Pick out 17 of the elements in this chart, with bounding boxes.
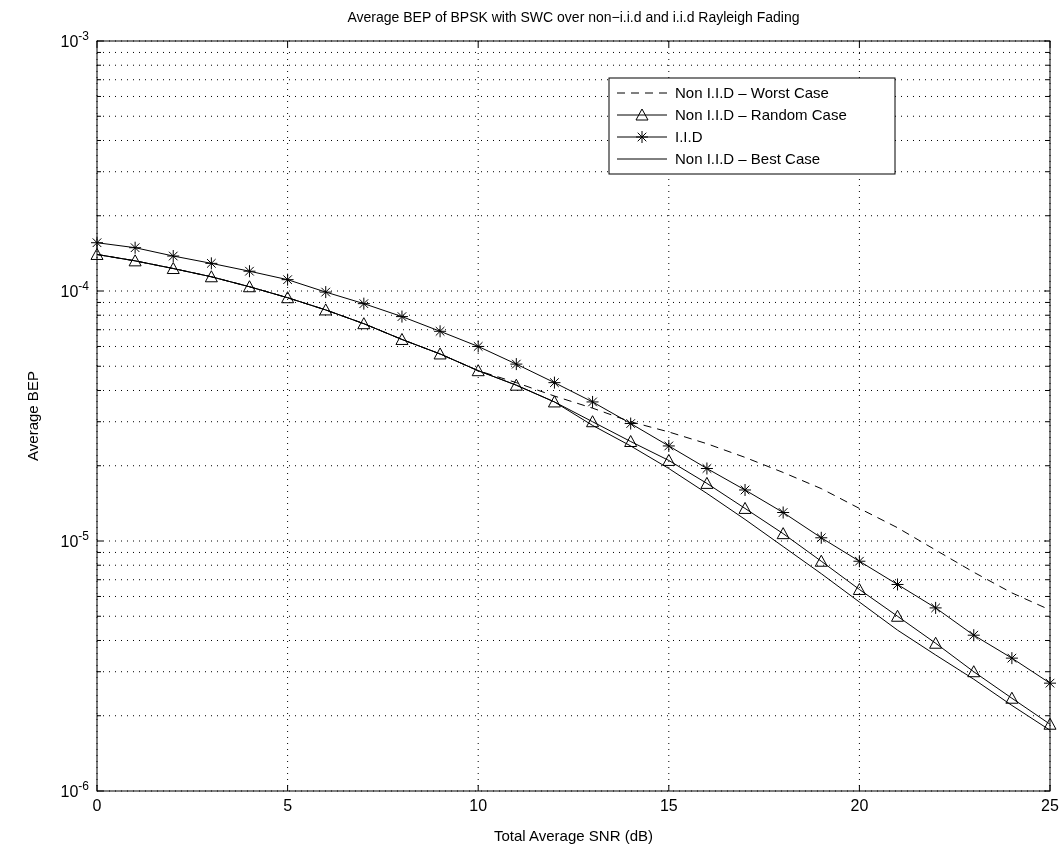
legend-label: I.I.D bbox=[675, 128, 703, 145]
legend-label: Non I.I.D – Best Case bbox=[675, 150, 821, 167]
x-tick-label: 20 bbox=[850, 797, 869, 814]
y-tick-label: 10$^{-5}$ bbox=[60, 529, 90, 550]
x-tick-label: 25 bbox=[1041, 797, 1059, 814]
y-tick-label: 10$^{-4}$ bbox=[60, 279, 90, 300]
y-axis-title: Average BEP bbox=[24, 371, 41, 461]
x-tick-label: 10 bbox=[469, 797, 488, 814]
y-tick-label: 10$^{-6}$ bbox=[60, 779, 90, 800]
y-tick-label: 10$^{-3}$ bbox=[60, 29, 90, 50]
x-tick-label: 0 bbox=[92, 797, 102, 814]
legend-label: Non I.I.D – Random Case bbox=[675, 106, 847, 123]
x-tick-label: 15 bbox=[659, 797, 678, 814]
x-axis-title: Total Average SNR (dB) bbox=[494, 827, 653, 844]
chart-title: Average BEP of BPSK with SWC over non−i.i.d and i.i.d Rayleigh Fading bbox=[347, 9, 800, 25]
legend-label: Non I.I.D – Worst Case bbox=[675, 84, 829, 101]
x-tick-label: 5 bbox=[283, 797, 293, 814]
